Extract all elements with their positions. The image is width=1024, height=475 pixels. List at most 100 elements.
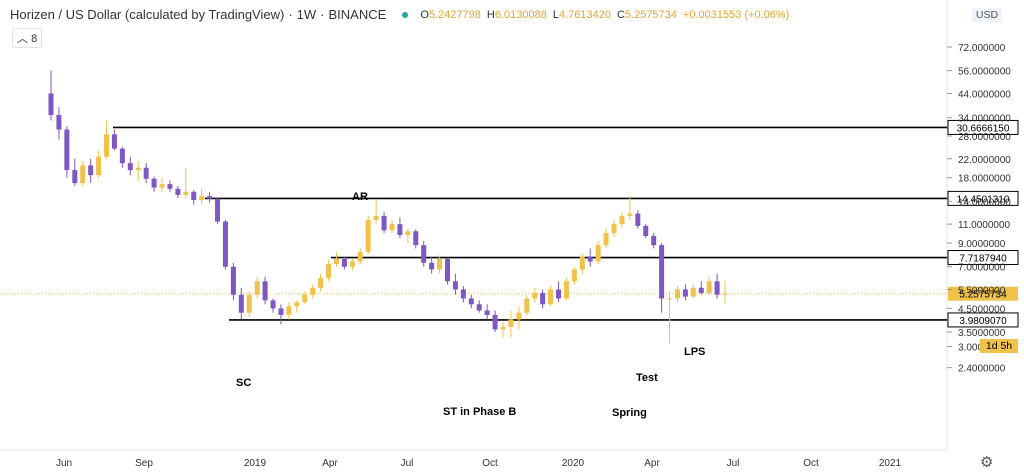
- candle-body: [500, 326, 506, 330]
- currency-label[interactable]: USD: [972, 8, 1002, 22]
- candle-body: [484, 310, 490, 315]
- candle-body: [159, 184, 165, 188]
- candle-body: [270, 300, 276, 309]
- indicators-collapse-button[interactable]: ︿ 8: [12, 28, 43, 48]
- annotation-label: LPS: [684, 346, 705, 358]
- candle-body: [667, 298, 673, 300]
- candle-body: [48, 93, 54, 115]
- candle-body: [199, 196, 205, 201]
- candle-body: [111, 134, 117, 149]
- candle-body: [88, 165, 94, 176]
- candle-body: [476, 304, 482, 311]
- x-tick-label: Jul: [401, 458, 414, 469]
- chevron-up-icon: ︿: [17, 33, 28, 45]
- candle-body: [698, 287, 704, 293]
- candle-body: [341, 258, 347, 267]
- candle-body: [246, 294, 252, 313]
- ohlc-key: O: [420, 8, 429, 21]
- candle-body: [413, 231, 419, 246]
- y-tick-label: 7.0000000: [958, 263, 1006, 274]
- symbol-title[interactable]: Horizen / US Dollar (calculated by Tradi…: [10, 7, 285, 22]
- candle-body: [80, 165, 86, 184]
- title-separator: ·: [320, 7, 325, 22]
- market-status-icon: [402, 11, 409, 18]
- candle-body: [389, 224, 395, 231]
- y-tick-label: 11.0000000: [958, 220, 1011, 231]
- candle-body: [460, 289, 466, 299]
- interval-label[interactable]: 1W: [296, 7, 317, 22]
- annotation-label: Test: [636, 372, 658, 384]
- candle-body: [207, 196, 213, 199]
- y-tick-label: 9.0000000: [958, 239, 1006, 250]
- candle-body: [603, 233, 609, 246]
- candle-body: [405, 231, 411, 236]
- candle-body: [421, 245, 427, 263]
- price-level-label: 30.6666150: [957, 123, 1010, 134]
- y-tick-label: 44.0000000: [958, 89, 1011, 100]
- price-level-lines: 30.6666150 14.4501310 7.7187940 3.9809070 5.…: [0, 119, 1019, 328]
- candle-body: [333, 258, 339, 265]
- candle-body: [571, 269, 577, 282]
- countdown-label: 1d 5h: [980, 339, 1018, 353]
- title-separator: ·: [288, 7, 293, 22]
- candle-body: [706, 281, 712, 293]
- price-level-box: [947, 119, 1019, 135]
- candle-body: [254, 281, 260, 295]
- price-axis[interactable]: 72.000000 56.0000000 44.0000000 34.0000000 2…: [947, 43, 1011, 375]
- ohlc-high: 6.0130088: [494, 8, 547, 21]
- annotations: AR SC ST in Phase B Test Spring LPS: [236, 191, 705, 419]
- candle-body: [262, 281, 268, 301]
- candle-body: [357, 251, 363, 262]
- y-tick-label: 3.5000000: [958, 328, 1006, 339]
- ohlc-values: O5.2427798 H6.0130088 L4.7613420 C5.2575…: [420, 9, 789, 21]
- candle-body: [230, 266, 236, 295]
- candle-body: [167, 184, 173, 189]
- candle-body: [175, 188, 181, 195]
- annotation-label: Spring: [612, 407, 647, 419]
- candle-body: [238, 294, 244, 313]
- candle-body: [183, 191, 189, 195]
- current-price-label: 5.2575734: [959, 290, 1007, 301]
- candle-body: [310, 287, 316, 295]
- candle-body: [302, 294, 308, 303]
- x-tick-label: 2021: [879, 458, 902, 469]
- annotation-label: AR: [352, 191, 368, 203]
- y-tick-label: 4.5000000: [958, 304, 1006, 315]
- ohlc-change: +0.0031553 (+0.06%): [682, 8, 790, 21]
- y-tick-label: 22.0000000: [958, 155, 1011, 166]
- candle-body: [659, 245, 665, 299]
- y-tick-label: 18.0000000: [958, 174, 1011, 185]
- x-tick-label: Sep: [135, 458, 153, 469]
- candle-body: [445, 258, 450, 282]
- candle-body: [96, 156, 102, 176]
- candle-body: [516, 312, 522, 320]
- candle-body: [365, 219, 371, 252]
- ohlc-key: L: [552, 8, 559, 21]
- y-tick-label: 2.4000000: [958, 364, 1006, 375]
- candle-body: [278, 308, 284, 315]
- y-tick-label: 14.0000000: [958, 197, 1011, 208]
- x-tick-label: Oct: [803, 458, 819, 469]
- candle-body: [56, 114, 62, 130]
- candle-body: [104, 134, 110, 157]
- price-level-label: 3.9809070: [959, 316, 1007, 327]
- candle-body: [635, 213, 641, 226]
- y-tick-label: 28.0000000: [958, 132, 1011, 143]
- x-tick-label: 2020: [562, 458, 585, 469]
- time-axis[interactable]: Jun Sep 2019 Apr Jul Oct 2020 Apr Jul Oct 2021: [56, 458, 902, 469]
- price-level-box: [947, 190, 1019, 206]
- candle-body: [143, 167, 149, 179]
- candle-body: [619, 215, 625, 225]
- price-level-box: [947, 312, 1019, 328]
- ohlc-low: 4.7613420: [558, 8, 611, 21]
- candle-body: [437, 258, 443, 270]
- candle-body: [532, 292, 538, 299]
- candle-body: [643, 225, 649, 236]
- price-level-box: [947, 250, 1019, 266]
- gear-icon[interactable]: ⚙: [980, 454, 994, 471]
- candle-body: [556, 289, 562, 299]
- candle-body: [563, 281, 569, 299]
- current-price-box: [948, 286, 1018, 301]
- candle-body: [381, 215, 387, 231]
